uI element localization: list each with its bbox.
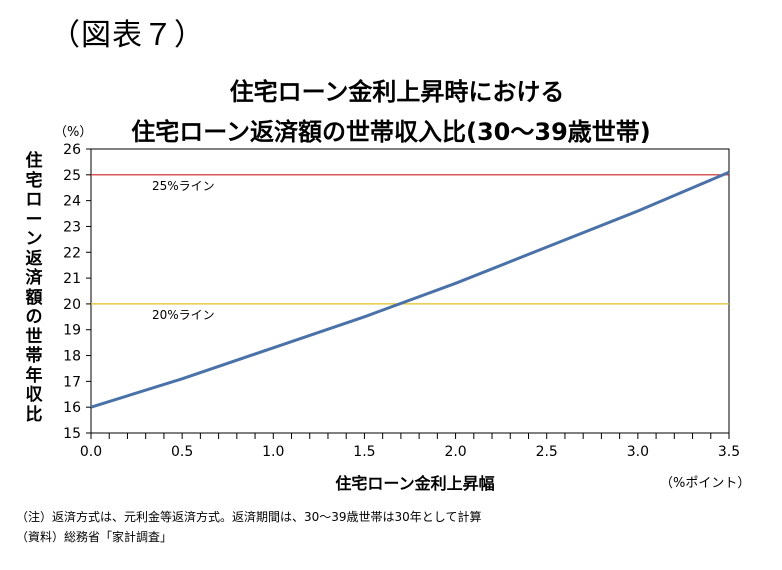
- x-axis-unit: （%ポイント）: [660, 476, 751, 491]
- y-axis-unit: （%）: [54, 125, 93, 140]
- x-tick-label: 1.0: [262, 444, 284, 460]
- x-axis-label: 住宅ローン金利上昇幅: [335, 474, 495, 493]
- series-line: [90, 170, 730, 409]
- y-tick-label: 17: [63, 374, 81, 390]
- plot-area-border: [90, 148, 730, 434]
- y-tick-label: 18: [63, 349, 81, 365]
- reference-line-label: 25%ライン: [152, 179, 215, 193]
- footnote-source: （資料）総務省「家計調査」: [16, 530, 173, 544]
- figure-label: （図表７）: [50, 18, 205, 53]
- reference-line-label: 20%ライン: [152, 308, 215, 322]
- x-tick-label: 2.5: [536, 444, 558, 460]
- x-tick-label: 2.0: [444, 444, 466, 460]
- y-tick-label: 15: [63, 426, 81, 442]
- chart-title-line1: 住宅ローン金利上昇時における: [229, 78, 565, 106]
- x-tick-label: 0.0: [80, 444, 102, 460]
- y-tick-label: 21: [63, 271, 81, 287]
- y-tick-label: 22: [63, 245, 81, 261]
- x-tick-label: 0.5: [171, 444, 193, 460]
- y-tick-label: 20: [63, 297, 81, 313]
- chart-title-line2: 住宅ローン返済額の世帯収入比(30～39歳世帯): [131, 118, 651, 146]
- y-tick-label: 25: [63, 168, 81, 184]
- x-tick-label: 3.5: [718, 444, 740, 460]
- footnote-note: （注）返済方式は、元利金等返済方式。返済期間は、30～39歳世帯は30年として計…: [16, 510, 482, 524]
- y-tick-label: 24: [63, 194, 81, 210]
- y-tick-label: 16: [63, 400, 81, 416]
- y-tick-label: 19: [63, 323, 81, 339]
- y-tick-label: 26: [63, 142, 81, 158]
- x-tick-label: 1.5: [353, 444, 375, 460]
- y-axis-label: 住宅ローン返済額の世帯年収比: [25, 151, 43, 425]
- y-tick-label: 23: [63, 219, 81, 235]
- x-tick-label: 3.0: [627, 444, 649, 460]
